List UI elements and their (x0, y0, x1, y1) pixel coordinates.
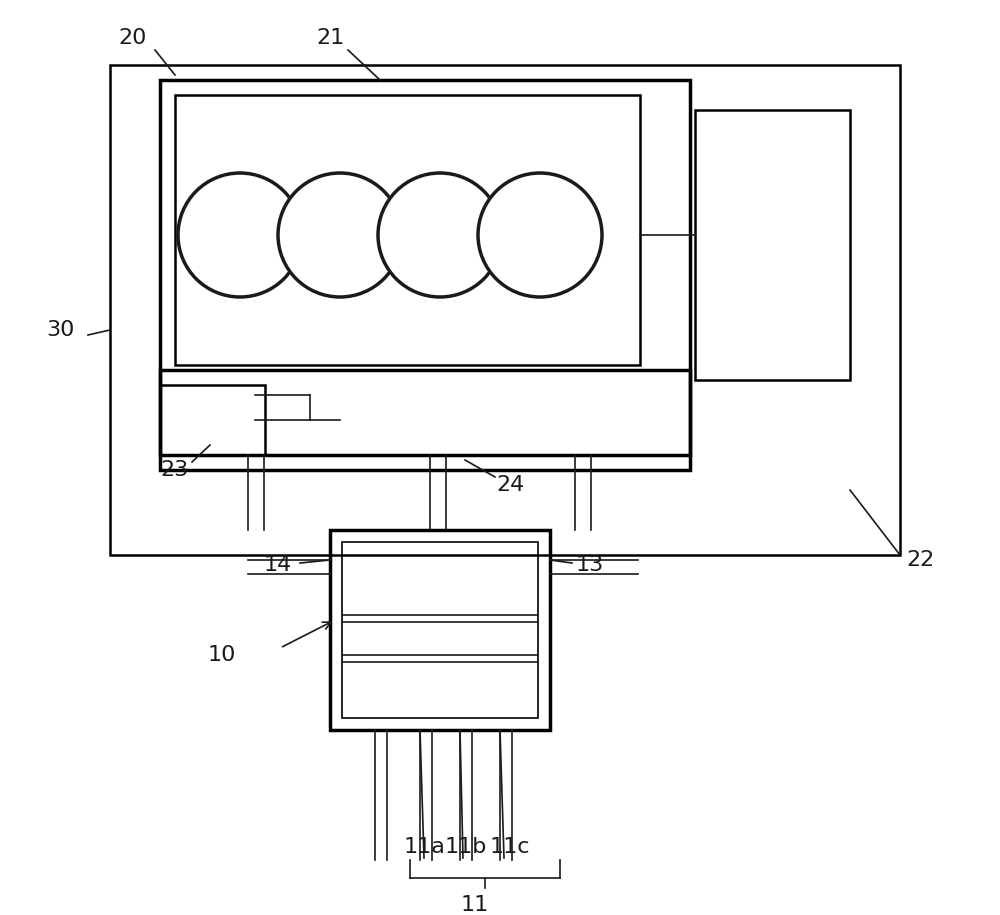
Text: 11b: 11b (445, 837, 487, 857)
Text: 20: 20 (119, 28, 147, 48)
Ellipse shape (278, 173, 402, 297)
Bar (160, 385, 265, 455)
Text: 14: 14 (264, 555, 292, 575)
Bar (342, 542, 538, 718)
Text: 24: 24 (496, 475, 524, 495)
Text: 11: 11 (461, 895, 489, 915)
Bar (175, 95, 640, 365)
Text: 11c: 11c (490, 837, 530, 857)
Ellipse shape (178, 173, 302, 297)
Text: 23: 23 (161, 460, 189, 480)
Bar (160, 80, 690, 470)
Text: 11a: 11a (403, 837, 445, 857)
Ellipse shape (478, 173, 602, 297)
Text: 10: 10 (208, 645, 236, 665)
Bar (160, 370, 690, 455)
Bar (330, 530, 550, 730)
Bar (695, 110, 850, 380)
Bar (110, 65, 900, 555)
Ellipse shape (378, 173, 502, 297)
Text: 13: 13 (576, 555, 604, 575)
Text: 30: 30 (46, 320, 74, 340)
Text: 21: 21 (316, 28, 344, 48)
Text: 22: 22 (906, 550, 934, 570)
